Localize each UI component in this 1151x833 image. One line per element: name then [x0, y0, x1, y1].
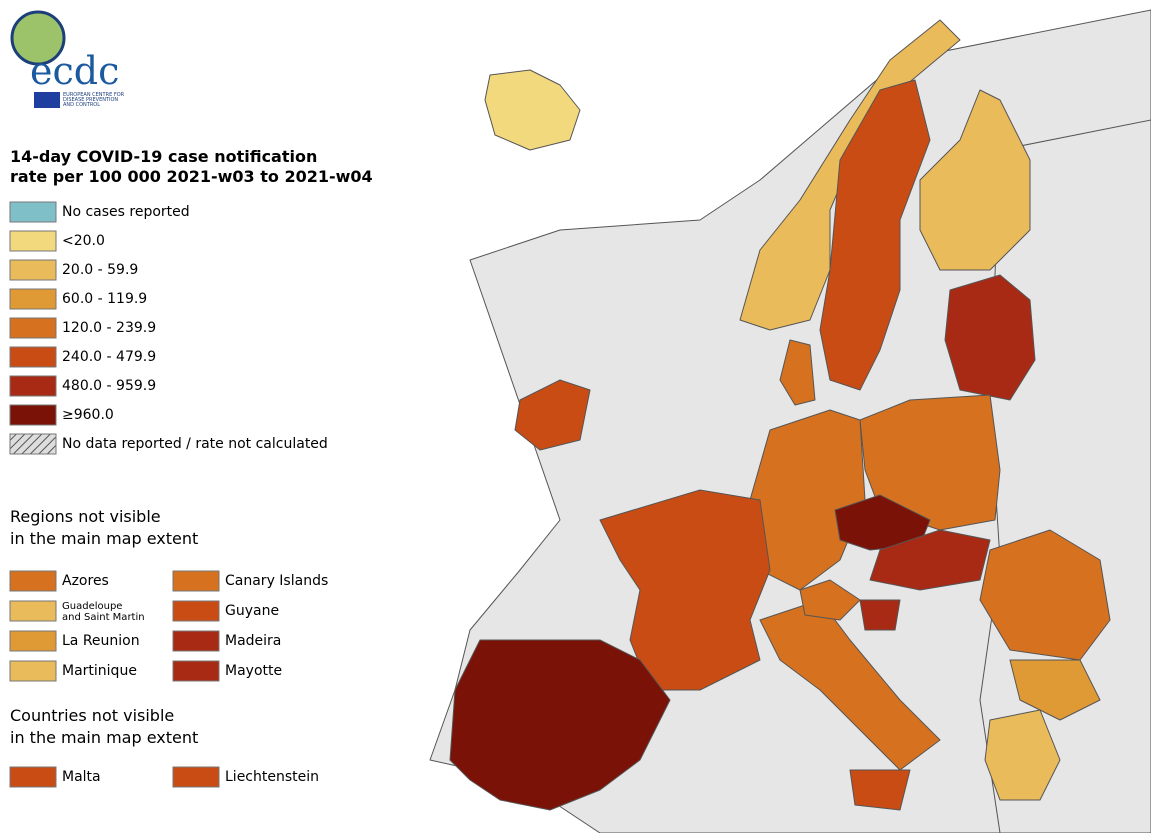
- region-label: Azores: [62, 573, 109, 589]
- legend-label: 60.0 - 119.9: [62, 291, 147, 307]
- region-swatch: [172, 600, 220, 622]
- logo-globe: [10, 10, 66, 66]
- region-label: La Reunion: [62, 633, 140, 649]
- section-title: in the main map extent: [10, 529, 198, 548]
- region-label: Guadeloupe: [62, 601, 122, 612]
- eu-flag: [34, 92, 60, 108]
- region-label: Guyane: [225, 603, 279, 619]
- legend-label: 240.0 - 479.9: [62, 349, 156, 365]
- region-swatch: [172, 766, 220, 788]
- region-label: Canary Islands: [225, 573, 328, 589]
- region-label: Madeira: [225, 633, 281, 649]
- legend-swatch: [9, 433, 57, 455]
- region-swatch: [172, 630, 220, 652]
- logo-name: ecdc: [30, 49, 119, 93]
- legend-swatch: [9, 288, 57, 310]
- legend-swatch: [9, 375, 57, 397]
- legend-label: ≥960.0: [62, 407, 114, 423]
- legend-title: rate per 100 000 2021-w03 to 2021-w04: [10, 167, 373, 186]
- map: [429, 9, 1151, 833]
- legend-swatch: [9, 259, 57, 281]
- logo-subtitle: DISEASE PREVENTION: [63, 97, 118, 103]
- legend-label: 480.0 - 959.9: [62, 378, 156, 394]
- legend-label: 120.0 - 239.9: [62, 320, 156, 336]
- region-swatch: [9, 766, 57, 788]
- legend-title: 14-day COVID-19 case notification: [10, 147, 317, 166]
- region-swatch: [9, 600, 57, 622]
- legend-swatch: [9, 317, 57, 339]
- logo-subtitle: EUROPEAN CENTRE FOR: [63, 92, 125, 98]
- region-swatch: [9, 660, 57, 682]
- region-swatch: [172, 660, 220, 682]
- region-label: Mayotte: [225, 663, 282, 679]
- region-swatch: [9, 570, 57, 592]
- legend-swatch: [9, 201, 57, 223]
- legend-label: 20.0 - 59.9: [62, 262, 138, 278]
- legend-label: No data reported / rate not calculated: [62, 436, 328, 452]
- logo-subtitle: AND CONTROL: [63, 102, 100, 108]
- region-swatch: [172, 570, 220, 592]
- region-label: Liechtenstein: [225, 769, 319, 785]
- region-label: Malta: [62, 769, 101, 785]
- region-label: and Saint Martin: [62, 612, 145, 623]
- legend-label: No cases reported: [62, 204, 190, 220]
- legend-swatch: [9, 346, 57, 368]
- legend-swatch: [9, 230, 57, 252]
- section-title: in the main map extent: [10, 728, 198, 747]
- region-swatch: [9, 630, 57, 652]
- legend-swatch: [9, 404, 57, 426]
- section-title: Countries not visible: [10, 706, 174, 725]
- section-title: Regions not visible: [10, 507, 161, 526]
- legend-label: <20.0: [62, 233, 105, 249]
- region-label: Martinique: [62, 663, 137, 679]
